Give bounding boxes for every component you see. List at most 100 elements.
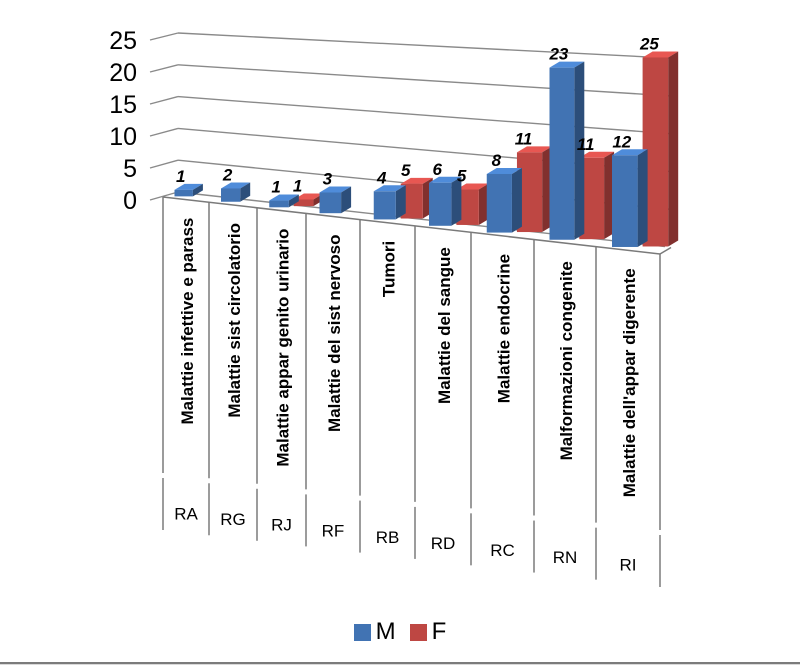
- category-code-label: RF: [322, 521, 345, 540]
- bar-M-RF: [319, 186, 352, 214]
- data-label: 25: [639, 34, 659, 53]
- y-axis-tick: [149, 159, 179, 169]
- page-bottom-divider: [0, 662, 800, 665]
- category-label: Malattie dell'appar digerente: [620, 268, 639, 497]
- category-label: Malattie appar genito urinario: [274, 229, 293, 467]
- bar-M-RA-top-face: [174, 183, 203, 190]
- y-axis-tick-label: 10: [109, 123, 137, 151]
- bar-M-RB-side-face: [395, 185, 406, 220]
- bar-M-RC-side-face: [511, 167, 522, 233]
- y-axis-tick: [149, 32, 179, 41]
- y-axis-tick-label: 15: [109, 91, 137, 119]
- floor-front-edge: [162, 196, 661, 255]
- bar-M-RJ-side-face: [288, 194, 299, 208]
- bar-F-RN-side-face: [604, 151, 615, 240]
- data-label: 8: [492, 151, 502, 170]
- data-label: 2: [222, 165, 233, 184]
- data-label: 5: [457, 167, 467, 186]
- bar-M-RJ-top-face: [269, 194, 299, 201]
- bar-M-RD-top-face: [429, 176, 462, 183]
- bar-F-RD-side-face: [478, 183, 489, 225]
- bar-M-RJ-front-face: [269, 200, 289, 208]
- bar-M-RN: [549, 61, 585, 240]
- data-label: 4: [376, 168, 387, 187]
- y-axis-tick: [149, 191, 179, 201]
- bar-M-RC-front-face: [486, 173, 512, 233]
- data-label: 1: [176, 167, 185, 186]
- data-label: 5: [401, 161, 411, 180]
- floor-right-edge: [659, 246, 672, 255]
- bar-F-RN-top-face: [579, 151, 615, 158]
- gridline: [177, 32, 673, 59]
- category-label: Tumori: [380, 241, 399, 297]
- y-axis-tick: [149, 64, 179, 73]
- bar-F-RD-front-face: [456, 189, 479, 225]
- bar-F-RC: [516, 146, 553, 233]
- bar-F-RN: [579, 151, 615, 240]
- bar-M-RG: [221, 182, 251, 202]
- bar-F-RB-front-face: [400, 183, 423, 219]
- bar-F-RJ-front-face: [293, 199, 314, 207]
- category-code-label: RI: [620, 555, 637, 574]
- bar-M-RA: [174, 183, 203, 197]
- data-label: 1: [293, 176, 302, 195]
- bar-M-RB: [373, 185, 406, 220]
- bar-F-RJ-top-face: [293, 193, 324, 200]
- chart-legend: M F: [0, 618, 800, 646]
- data-label: 3: [323, 170, 333, 189]
- bar-F-RI-top-face: [642, 51, 679, 58]
- legend-label-f: F: [431, 618, 447, 645]
- bar-F-RD: [456, 183, 489, 225]
- data-label: 1: [271, 178, 280, 197]
- bar-M-RI-front-face: [612, 155, 638, 247]
- category-code-label: RN: [553, 548, 578, 567]
- gridline: [177, 64, 673, 97]
- bar-M-RB-front-face: [373, 191, 396, 220]
- y-axis-tick-label: 25: [109, 27, 137, 55]
- bar-M-RG-top-face: [221, 182, 251, 189]
- legend-label-m: M: [375, 618, 396, 645]
- gridline: [177, 95, 673, 135]
- bar-chart-3d: 0 5 10 15 20 25 Malattie infettive e parass RA M…: [109, 27, 679, 588]
- category-label: Malattie del sist nervoso: [325, 234, 344, 431]
- bar-M-RN-top-face: [549, 61, 585, 68]
- category-code-label: RA: [174, 505, 198, 524]
- bar-M-RI-top-face: [612, 149, 648, 156]
- category-label: Malattie sist circolatorio: [225, 223, 244, 418]
- bar-F-RC-top-face: [516, 146, 553, 153]
- data-label: 12: [612, 132, 631, 151]
- bar-M-RF-top-face: [319, 186, 352, 193]
- bar-M-RD-side-face: [451, 176, 462, 226]
- bar-M-RA-side-face: [192, 183, 203, 197]
- bar-M-RF-front-face: [319, 192, 342, 214]
- bar-M-RJ: [269, 194, 299, 208]
- bar-F-RB-top-face: [400, 177, 433, 184]
- category-code-label: RC: [490, 541, 515, 560]
- bar-M-RG-side-face: [240, 182, 251, 202]
- bar-M-RF-side-face: [341, 186, 352, 214]
- category-code-label: RB: [376, 528, 400, 547]
- bar-M-RC-top-face: [486, 167, 522, 174]
- bar-M-RG-front-face: [221, 188, 241, 202]
- bar-M-RD-front-face: [429, 182, 452, 226]
- category-code-label: RG: [220, 510, 246, 529]
- y-axis-tick: [149, 127, 179, 137]
- legend-item-m: M: [353, 618, 396, 646]
- bars: [174, 51, 679, 247]
- bar-M-RN-side-face: [574, 61, 585, 240]
- category-label: Malattie del sangue: [435, 247, 454, 404]
- data-label: 11: [577, 135, 595, 154]
- bar-M-RI: [612, 149, 648, 247]
- category-separators: [162, 197, 661, 588]
- y-axis-tick-label: 5: [123, 155, 137, 183]
- y-axis-tick: [149, 95, 179, 105]
- bar-M-RB-top-face: [373, 185, 406, 192]
- bar-F-RI-side-face: [668, 51, 679, 247]
- chart-floor: [162, 196, 672, 255]
- bar-F-RD-top-face: [456, 183, 489, 190]
- category-label: Malformazioni congenite: [557, 261, 576, 460]
- category-label: Malattie infettive e parass: [178, 218, 197, 425]
